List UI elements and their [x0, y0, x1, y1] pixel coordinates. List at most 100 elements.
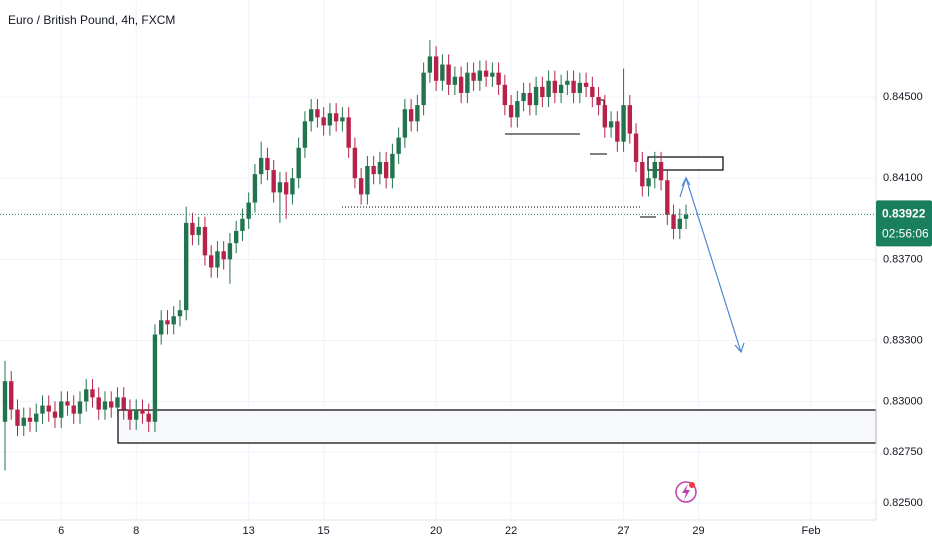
- candle-body: [608, 121, 614, 128]
- candle-body: [321, 117, 326, 126]
- candle-body: [565, 80, 570, 85]
- candle-body: [52, 411, 58, 418]
- candle-body: [327, 113, 333, 126]
- candle-body: [65, 401, 70, 406]
- candle-body: [358, 178, 364, 195]
- candle-body: [515, 101, 520, 118]
- candle-body: [233, 230, 239, 244]
- candle-body: [258, 157, 264, 175]
- candle-body: [658, 161, 664, 181]
- projection-arrow: [679, 176, 742, 353]
- last-price-box: [876, 200, 932, 247]
- candle-body: [415, 105, 420, 122]
- candle-body: [152, 334, 158, 422]
- candle-body: [665, 180, 670, 215]
- candle-body: [615, 121, 620, 142]
- candle-body: [646, 178, 651, 187]
- candle-body: [140, 409, 145, 414]
- chart-title: Euro / British Pound, 4h, FXCM: [8, 13, 175, 27]
- candle-body: [96, 397, 101, 410]
- y-tick-label: 0.84500: [883, 91, 923, 103]
- candle-body: [134, 409, 139, 420]
- candle-body: [146, 413, 151, 422]
- candle-body: [46, 405, 51, 412]
- candle-body: [15, 409, 20, 426]
- candle-body: [552, 80, 558, 93]
- candle-body: [196, 226, 201, 236]
- candle-body: [340, 117, 345, 122]
- x-tick-label: 20: [430, 525, 442, 537]
- candle-body: [2, 381, 8, 422]
- alert-icon[interactable]: [675, 481, 697, 503]
- candle-body: [90, 389, 95, 398]
- demand-zone: [117, 409, 877, 444]
- candle-body: [215, 251, 220, 268]
- candle-body: [346, 117, 351, 148]
- candle-body: [521, 92, 526, 102]
- x-tick-label: Feb: [802, 525, 821, 537]
- candle-body: [683, 214, 689, 219]
- candle-body: [165, 320, 170, 325]
- candle-body: [315, 109, 320, 118]
- candle-body: [9, 381, 14, 410]
- candle-body: [571, 80, 576, 93]
- y-tick-label: 0.83300: [883, 334, 923, 346]
- candle-body: [127, 409, 133, 420]
- y-tick-label: 0.83700: [883, 253, 923, 265]
- candle-body: [302, 121, 308, 148]
- x-tick-label: 27: [617, 525, 629, 537]
- candle-body: [458, 76, 464, 93]
- candle-body: [202, 226, 208, 256]
- candle-body: [40, 405, 45, 414]
- arrow-head: [681, 176, 691, 187]
- candle-body: [265, 157, 270, 171]
- y-tick-label: 0.82750: [883, 446, 923, 458]
- candle-body: [246, 202, 251, 219]
- countdown-label: 02:56:06: [882, 227, 929, 241]
- x-tick-label: 15: [318, 525, 330, 537]
- candle-body: [496, 72, 501, 85]
- candle-body: [252, 174, 258, 203]
- candle-body: [452, 76, 458, 85]
- candle-body: [102, 401, 108, 410]
- candle-body: [540, 86, 545, 98]
- candle-body: [34, 413, 39, 422]
- y-tick-label: 0.82500: [883, 497, 923, 509]
- candle-body: [190, 222, 195, 236]
- candle-body: [577, 82, 583, 93]
- candle-body: [408, 109, 414, 122]
- candle-body: [183, 222, 189, 311]
- candle-body: [465, 72, 470, 93]
- x-tick-label: 6: [58, 525, 64, 537]
- candle-body: [371, 166, 376, 175]
- candle-body: [421, 72, 426, 106]
- candle-body: [177, 310, 183, 317]
- y-tick-label: 0.83000: [883, 395, 923, 407]
- candle-body: [652, 161, 658, 179]
- x-tick-label: 22: [505, 525, 517, 537]
- candle-body: [596, 97, 601, 106]
- candle-body: [221, 251, 226, 260]
- candle-body: [440, 64, 445, 81]
- candle-body: [383, 161, 389, 179]
- candle-body: [590, 86, 595, 98]
- candle-body: [227, 243, 233, 260]
- candle-body: [396, 137, 401, 154]
- candle-body: [477, 70, 483, 81]
- candle-body: [159, 320, 164, 335]
- candle-body: [271, 170, 276, 193]
- candle-body: [390, 153, 395, 179]
- candle-body: [640, 161, 645, 187]
- candle-body: [508, 105, 514, 118]
- candle-body: [602, 105, 608, 128]
- candle-body: [402, 109, 408, 138]
- candle-body: [352, 147, 358, 179]
- candle-body: [84, 389, 89, 402]
- candle-body: [671, 214, 676, 229]
- candle-body: [296, 147, 301, 179]
- candle-body: [433, 56, 439, 81]
- last-price-label: 0.83922: [882, 207, 926, 221]
- candle-body: [240, 218, 245, 231]
- candle-body: [290, 178, 295, 195]
